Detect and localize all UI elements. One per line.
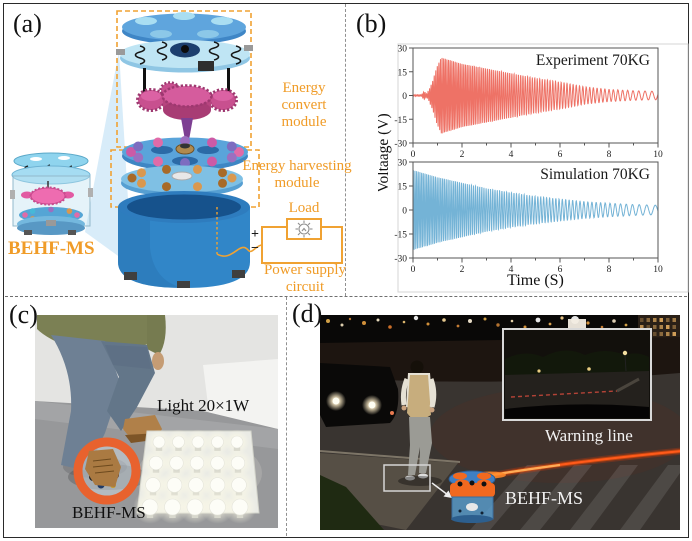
- panel-b: (b) 30 15 0 -15 -30 0 2 4 6 8 10 Experiment 70KG 30 1…: [346, 4, 690, 296]
- wire: [216, 244, 263, 257]
- load-label: Load: [288, 200, 320, 216]
- svg-text:30: 30: [398, 159, 408, 169]
- spring-disc: [116, 40, 253, 73]
- voltage-time-chart: 30 15 0 -15 -30 0 2 4 6 8 10 Experiment 70KG 30 15 0 -1…: [378, 43, 689, 293]
- svg-text:0: 0: [411, 265, 416, 275]
- device-render: [448, 470, 496, 523]
- person-legs: [37, 315, 166, 471]
- boot-on-device: [85, 449, 121, 487]
- panel-c: (c): [4, 296, 286, 537]
- x-axis-label: Time (S): [507, 272, 564, 289]
- svg-text:30: 30: [398, 45, 408, 55]
- panel-d-label: (d): [292, 299, 323, 328]
- svg-text:4: 4: [509, 150, 514, 160]
- power-circuit: [261, 218, 343, 264]
- convert-module-label: Energy convert module: [281, 80, 327, 130]
- panel-c-label: (c): [9, 300, 38, 329]
- bulb-grid: [133, 429, 257, 524]
- inset-warning-line: [510, 390, 618, 398]
- svg-text:2: 2: [460, 265, 465, 275]
- device-exploded-diagram: [10, 10, 343, 288]
- bright-sign: [568, 319, 586, 329]
- svg-text:15: 15: [398, 183, 408, 193]
- harvesting-module-label: Energy harvesting module: [242, 158, 352, 191]
- svg-text:2: 2: [460, 150, 465, 160]
- spring-icon: [208, 41, 220, 61]
- svg-text:6: 6: [558, 150, 563, 160]
- svg-text:10: 10: [653, 150, 663, 160]
- svg-text:4: 4: [509, 265, 514, 275]
- device-name-label-a: BEHF-MS: [8, 238, 95, 259]
- svg-text:0: 0: [402, 207, 407, 217]
- light-count-label: Light 20×1W: [157, 396, 250, 415]
- divider-top-bottom: [5, 296, 687, 297]
- chart-title-0: Experiment 70KG: [536, 52, 650, 69]
- gear-cluster: [136, 81, 238, 149]
- waveform-1: [413, 170, 658, 250]
- callout-arrow: [431, 482, 449, 496]
- panel-a: (a): [4, 4, 352, 296]
- housing-bowl: [118, 191, 250, 288]
- divider-a-b: [345, 4, 346, 296]
- chart-title-1: Simulation 70KG: [540, 166, 650, 183]
- svg-text:0: 0: [402, 92, 407, 102]
- foot-callout-box: [383, 464, 431, 492]
- svg-text:-30: -30: [394, 255, 407, 265]
- harvesting-disc-1: [122, 136, 248, 171]
- trees: [505, 350, 649, 375]
- spring-icon: [156, 41, 168, 61]
- device-name-label-d: BEHF-MS: [505, 488, 584, 508]
- svg-text:6: 6: [558, 265, 563, 275]
- grass: [320, 475, 384, 530]
- panel-b-label: (b): [356, 9, 387, 38]
- svg-text:8: 8: [607, 265, 612, 275]
- light-demo-scene: [35, 315, 278, 528]
- svg-text:10: 10: [653, 265, 663, 275]
- dashboard: [505, 404, 649, 418]
- inset-view: [502, 328, 652, 421]
- spring-icon: [134, 45, 146, 65]
- svg-text:15: 15: [398, 68, 408, 78]
- pedestrian: [398, 360, 442, 486]
- night-photo: [320, 315, 680, 530]
- voltage-charts: 30 15 0 -15 -30 0 2 4 6 8 10 Experiment 70KG 30 15 0 -1…: [378, 42, 690, 296]
- panel-a-label: (a): [13, 9, 42, 38]
- svg-text:-15: -15: [394, 231, 407, 241]
- waveform-0: [413, 57, 658, 134]
- harvesting-disc-2: [121, 164, 243, 197]
- power-supply-label: Power supply circuit: [263, 262, 347, 295]
- assembled-device: [10, 152, 93, 235]
- minus-sign: −: [251, 241, 259, 256]
- plus-sign: +: [251, 227, 259, 242]
- y-axis-label: Voltaage (V): [378, 113, 392, 192]
- city-lights: [326, 315, 674, 329]
- warning-line-label: Warning line: [545, 426, 633, 445]
- demo-photo: [35, 315, 278, 528]
- panel-d: (d): [286, 296, 688, 537]
- top-disc: [122, 12, 246, 45]
- svg-text:-15: -15: [394, 116, 407, 126]
- night-road-scene: [320, 315, 680, 530]
- car: [320, 363, 399, 427]
- svg-text:8: 8: [607, 150, 612, 160]
- divider-c-d: [286, 297, 287, 536]
- svg-text:0: 0: [411, 150, 416, 160]
- spring-icon: [230, 45, 242, 65]
- svg-text:-30: -30: [394, 140, 407, 150]
- device-name-label-c: BEHF-MS: [72, 503, 146, 522]
- bulb-icon: [295, 220, 313, 238]
